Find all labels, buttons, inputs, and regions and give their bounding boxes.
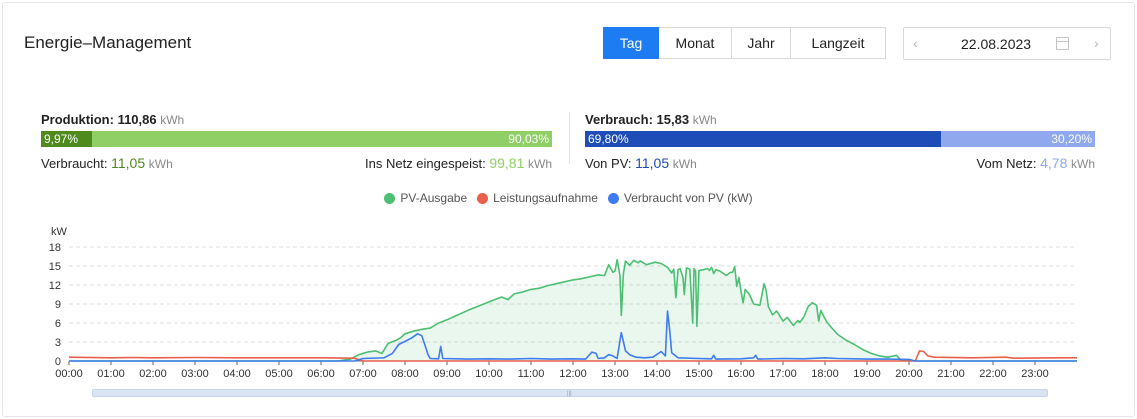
consumed-unit: kWh: [148, 157, 173, 171]
consumption-from-grid: Vom Netz: 4,78 kWh: [977, 155, 1095, 171]
date-picker[interactable]: ‹ 22.08.2023 ›: [903, 27, 1111, 60]
production-export-segment: 90,03%: [91, 131, 552, 147]
x-tick-label: 21:00: [937, 368, 965, 380]
y-tick-label: 15: [49, 261, 61, 273]
production-unit: kWh: [160, 113, 185, 127]
y-tick-label: 6: [55, 318, 61, 330]
x-tick-label: 02:00: [139, 368, 167, 380]
x-tick-label: 20:00: [895, 368, 923, 380]
x-tick-label: 22:00: [979, 368, 1007, 380]
from-pv-label: Von PV:: [585, 156, 632, 171]
chart-legend: PV-Ausgabe Leistungsaufnahme Verbraucht …: [0, 191, 1137, 205]
consumption-label: Verbrauch:: [585, 112, 653, 127]
legend-item-pv-output[interactable]: PV-Ausgabe: [384, 191, 467, 205]
x-tick-label: 07:00: [349, 368, 377, 380]
x-tick-label: 06:00: [307, 368, 335, 380]
x-tick-label: 04:00: [223, 368, 251, 380]
x-tick-label: 09:00: [433, 368, 461, 380]
x-tick-label: 14:00: [643, 368, 671, 380]
from-grid-label: Vom Netz:: [976, 156, 1037, 171]
from-grid-unit: kWh: [1071, 157, 1095, 171]
consumption-value: 15,83: [656, 112, 690, 127]
y-tick-label: 18: [49, 242, 61, 254]
tab-longterm[interactable]: Langzeit: [791, 27, 886, 59]
export-label: Ins Netz eingespeist:: [365, 156, 486, 171]
export-value: 99,81: [489, 155, 525, 171]
x-tick-label: 11:00: [518, 368, 545, 380]
y-tick-label: 0: [55, 356, 61, 368]
y-tick-label: 9: [55, 299, 61, 311]
from-pv-value: 11,05: [635, 155, 670, 171]
consumption-total: Verbrauch: 15,83 kWh: [585, 112, 717, 127]
legend-dot-power-consumption: [477, 192, 489, 204]
x-tick-label: 03:00: [181, 368, 209, 380]
series-line-0: [69, 258, 1077, 362]
x-tick-label: 00:00: [55, 368, 83, 380]
series-line-1: [68, 350, 1077, 362]
x-tick-label: 17:00: [769, 368, 797, 380]
x-tick-label: 18:00: [811, 368, 839, 380]
tab-month[interactable]: Monat: [659, 27, 732, 59]
production-total: Produktion: 110,86 kWh: [41, 112, 184, 127]
chevron-left-icon[interactable]: ‹: [913, 35, 918, 51]
y-tick-label: 3: [55, 337, 61, 349]
y-tick-label: 12: [49, 280, 61, 292]
page-title: Energie–Management: [24, 33, 192, 52]
consumption-grid-segment: 30,20%: [940, 131, 1095, 147]
consumption-from-pv: Von PV: 11,05 kWh: [585, 155, 697, 171]
x-tick-label: 10:00: [475, 368, 503, 380]
legend-label-power-consumption: Leistungsaufnahme: [493, 191, 598, 205]
period-tabs: Tag Monat Jahr Langzeit: [603, 27, 886, 59]
production-export: Ins Netz eingespeist: 99,81 kWh: [365, 155, 552, 171]
tab-day[interactable]: Tag: [603, 27, 659, 59]
x-tick-label: 23:00: [1021, 368, 1049, 380]
consumed-value: 11,05: [111, 155, 146, 171]
zoom-slider[interactable]: |||: [92, 389, 1048, 397]
consumption-pv-segment: 69,80%: [585, 131, 941, 147]
consumed-label: Verbraucht:: [41, 156, 108, 171]
date-value[interactable]: 22.08.2023: [961, 36, 1032, 52]
from-grid-value: 4,78: [1040, 155, 1068, 171]
x-tick-label: 01:00: [97, 368, 125, 380]
production-bar: 9,97% 90,03%: [41, 131, 552, 147]
series-line-2: [69, 310, 1077, 362]
tab-year[interactable]: Jahr: [732, 27, 791, 59]
legend-label-consumed-from-pv: Verbraucht von PV (kW): [623, 191, 753, 205]
y-axis-unit-label: kW: [51, 226, 68, 238]
x-tick-label: 16:00: [727, 368, 755, 380]
production-label: Produktion:: [41, 112, 114, 127]
consumption-bar: 69,80% 30,20%: [585, 131, 1095, 147]
export-unit: kWh: [528, 157, 552, 171]
legend-dot-pv-output: [384, 192, 396, 204]
summary-divider: [569, 112, 570, 164]
production-value: 110,86: [117, 112, 157, 127]
legend-dot-consumed-from-pv: [607, 192, 619, 204]
slider-grip-icon[interactable]: |||: [567, 391, 572, 397]
x-tick-label: 08:00: [391, 368, 419, 380]
legend-item-power-consumption[interactable]: Leistungsaufnahme: [477, 191, 598, 205]
consumption-unit: kWh: [692, 113, 717, 127]
calendar-icon[interactable]: [1056, 37, 1069, 50]
production-consumed: Verbraucht: 11,05 kWh: [41, 155, 173, 171]
legend-item-consumed-from-pv[interactable]: Verbraucht von PV (kW): [607, 191, 753, 205]
power-chart[interactable]: kW 0 3 6 9 12 15 18 00:00 01:00 02:00 03:00 04:00 05:…: [0, 222, 1137, 387]
x-tick-label: 19:00: [853, 368, 881, 380]
x-tick-label: 05:00: [265, 368, 293, 380]
x-tick-label: 13:00: [601, 368, 629, 380]
x-tick-label: 12:00: [559, 368, 587, 380]
production-self-segment: 9,97%: [41, 131, 92, 147]
series-area-0: [69, 259, 1077, 361]
chevron-right-icon[interactable]: ›: [1094, 35, 1099, 51]
legend-label-pv-output: PV-Ausgabe: [400, 191, 468, 205]
from-pv-unit: kWh: [672, 157, 697, 171]
x-tick-label: 15:00: [685, 368, 713, 380]
